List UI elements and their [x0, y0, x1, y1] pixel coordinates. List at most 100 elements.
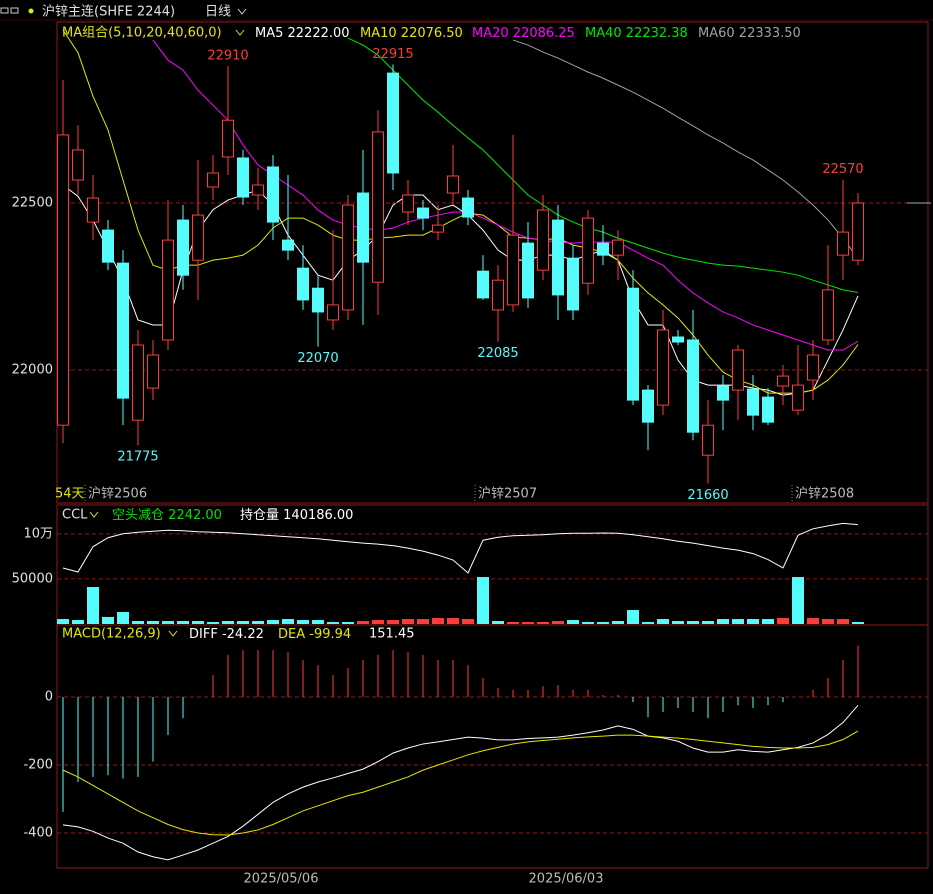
bar [297, 620, 309, 624]
bar [807, 618, 819, 624]
bar [432, 618, 444, 624]
candle-body [312, 287, 324, 313]
status-label: 空头减仓 2242.00 [112, 508, 222, 523]
status-dot [28, 8, 34, 14]
caret[interactable] [235, 29, 245, 36]
bar [717, 619, 729, 624]
legend-value: 22232.38 [626, 26, 688, 41]
ma-legend: MA5 22222.00 [255, 26, 350, 41]
ma-legend: MA40 22232.38 [585, 26, 688, 41]
caret[interactable] [237, 8, 247, 15]
candle-body [387, 72, 399, 174]
ma-group-title[interactable]: MA组合(5,10,20,40,60,0) [62, 26, 222, 41]
candle-body [492, 279, 504, 311]
candle-body [597, 242, 609, 256]
candle-body [147, 354, 159, 389]
candle-body [462, 197, 474, 218]
extreme-label: 22570 [822, 162, 863, 177]
candle-body [102, 229, 114, 263]
bar [237, 621, 249, 624]
bar [282, 619, 294, 624]
y-tick-label: 0 [45, 690, 53, 705]
candle-body [657, 329, 669, 406]
candle-body [852, 202, 864, 261]
bar [507, 622, 519, 624]
bar [822, 619, 834, 624]
contract-label: 沪锌2506 [88, 486, 147, 502]
bar [627, 610, 639, 624]
legend-value: -99.94 [309, 627, 351, 642]
period-selector[interactable]: 日线 [205, 5, 231, 20]
extreme-label: 22915 [372, 47, 413, 62]
candle-body [582, 217, 594, 284]
bar [732, 619, 744, 624]
candle-body [552, 219, 564, 296]
line [62, 704, 859, 861]
candle-body [177, 219, 189, 276]
ccl-title[interactable]: CCL [62, 508, 88, 523]
bar [837, 619, 849, 624]
candle-body [732, 349, 744, 391]
macd-value: 151.45 [369, 627, 415, 642]
bar [447, 618, 459, 624]
legend-value: 22076.50 [401, 26, 463, 41]
line [62, 522, 859, 574]
bar [702, 621, 714, 624]
candle-body [567, 257, 579, 311]
menu-icon[interactable] [0, 7, 19, 14]
caret[interactable] [89, 511, 99, 518]
x-tick-label: 2025/06/03 [529, 872, 604, 887]
period-label: 54天 [55, 487, 85, 502]
bar [582, 622, 594, 624]
candle-body [432, 224, 444, 233]
bar [747, 619, 759, 624]
bar [132, 621, 144, 624]
candle-body [207, 172, 219, 188]
y-tick-label: 22500 [12, 196, 53, 211]
legend-name: MA5 [255, 26, 283, 41]
candle-body [72, 149, 84, 181]
bar [777, 618, 789, 624]
candle-body [222, 119, 234, 158]
caret[interactable] [168, 630, 178, 637]
candle-body [372, 131, 384, 283]
bar [687, 621, 699, 624]
bar [567, 620, 579, 624]
macd-legend: DEA -99.94 [278, 627, 351, 642]
candle-body [627, 287, 639, 401]
candle-body [687, 339, 699, 433]
y-tick-label: -200 [23, 758, 53, 773]
icon-part [10, 7, 19, 14]
legend-name: 持仓量 [240, 508, 279, 523]
legend-name: DIFF [189, 627, 218, 642]
candle-body [357, 192, 369, 263]
bar [672, 621, 684, 624]
legend-name: MA60 [698, 26, 735, 41]
extreme-label: 21660 [687, 488, 728, 503]
candle-body [327, 304, 339, 321]
bar [492, 621, 504, 624]
candle-body [717, 385, 729, 401]
contract-label: 沪锌2507 [478, 486, 537, 502]
legend-value: 22086.25 [513, 26, 575, 41]
line [62, 29, 859, 394]
macd-title[interactable]: MACD(12,26,9) [62, 627, 161, 642]
candle-body [762, 396, 774, 423]
legend-name: DEA [278, 627, 305, 642]
y-tick-label: 10万 [23, 526, 53, 541]
ma-legend: MA20 22086.25 [472, 26, 575, 41]
bar [102, 616, 114, 624]
oi-legend: 持仓量 140186.00 [240, 508, 353, 523]
bar [87, 587, 99, 624]
bar [552, 621, 564, 624]
icon-part [0, 7, 9, 14]
bar [762, 619, 774, 624]
candle-body [807, 354, 819, 381]
bar [852, 622, 864, 624]
candle-body [417, 207, 429, 219]
bar [657, 619, 669, 624]
bar [72, 620, 84, 624]
bar [147, 621, 159, 624]
y-tick-label: 22000 [12, 363, 53, 378]
